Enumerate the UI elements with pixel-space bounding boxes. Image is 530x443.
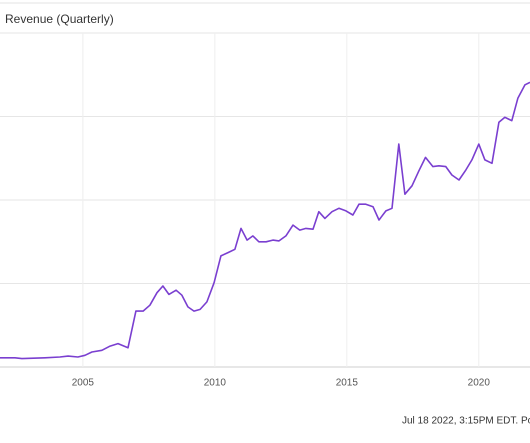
chart-title: Revenue (Quarterly) [5, 12, 114, 26]
x-tick-label: 2015 [336, 378, 359, 389]
footer: Jul 18 2022, 3:15PM EDT. Powered b [402, 416, 530, 427]
x-tick-label: 2020 [468, 378, 491, 389]
x-tick-label: 2010 [204, 378, 227, 389]
data-line [0, 81, 530, 360]
x-tick-label: 2005 [72, 378, 95, 389]
